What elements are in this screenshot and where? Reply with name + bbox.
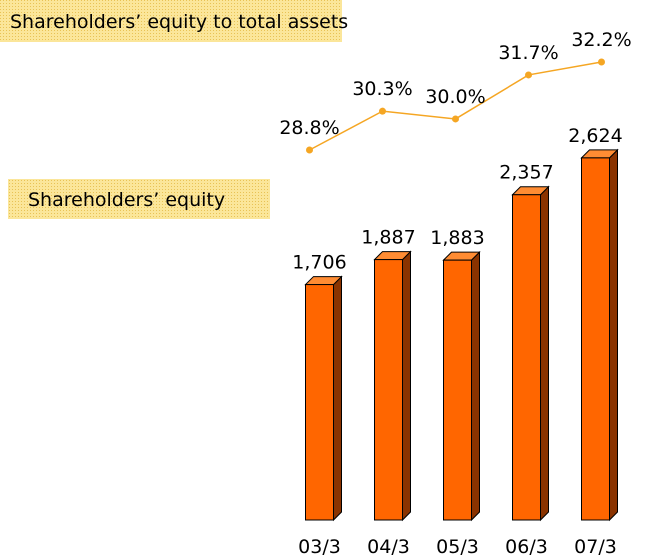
x-tick-label: 05/3 (436, 536, 479, 558)
bar (512, 194, 541, 521)
data-label: 30.3% (352, 78, 412, 100)
bar-side (402, 250, 411, 522)
bar (374, 259, 403, 521)
data-label: 1,706 (292, 252, 346, 274)
point (379, 107, 386, 115)
data-label: 2,357 (499, 162, 553, 184)
point (525, 71, 532, 79)
data-label: 1,883 (430, 227, 484, 249)
legend-box (8, 179, 270, 219)
point (598, 58, 605, 66)
bar-side (609, 148, 618, 522)
x-tick-label: 06/3 (505, 536, 548, 558)
x-tick-label: 03/3 (298, 536, 341, 558)
bar (581, 157, 610, 521)
point (452, 115, 459, 123)
data-label: 31.7% (498, 42, 558, 64)
x-tick-label: 07/3 (574, 536, 617, 558)
legend-box (0, 0, 342, 42)
legend-label: Shareholders’ equity (28, 189, 225, 211)
bar (443, 259, 472, 521)
data-label: 1,887 (361, 227, 415, 249)
legend-label: Shareholders’ equity to total assets (10, 11, 348, 33)
bar-side (471, 250, 480, 522)
data-label: 2,624 (568, 125, 622, 147)
data-label: 30.0% (425, 86, 485, 108)
bar-side (540, 185, 549, 522)
point (306, 146, 313, 154)
data-label: 28.8% (279, 117, 339, 139)
bar-side (333, 275, 342, 522)
data-label: 32.2% (571, 29, 631, 51)
x-tick-label: 04/3 (367, 536, 410, 558)
bar (305, 284, 334, 521)
